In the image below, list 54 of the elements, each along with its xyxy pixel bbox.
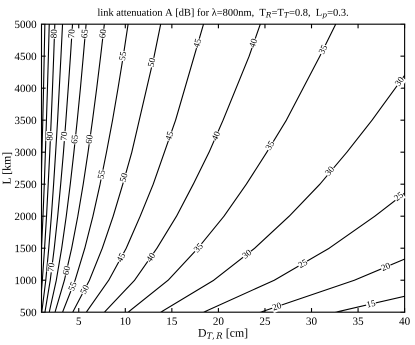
x-tick-label: 5 (76, 318, 82, 325)
annotation: 25 (298, 258, 308, 268)
annotation: 65 (71, 134, 78, 144)
annotation: 25 (393, 191, 404, 202)
annotation: 50 (148, 58, 156, 67)
annotation: 55 (119, 51, 126, 60)
x-tick-label: 20 (213, 317, 224, 325)
annotation: 60 (99, 29, 106, 38)
annotation: 30 (324, 166, 335, 176)
y-tick-label: 1500 (15, 244, 36, 252)
y-tick-label: 2000 (14, 212, 36, 220)
x-axis-title: D$_{T,R}$ [cm] (198, 328, 248, 340)
y-tick-label: 3000 (14, 148, 36, 156)
annotation: 40 (211, 130, 220, 142)
y-tick-label: 4500 (14, 52, 36, 60)
x-tick-label: 10 (120, 317, 130, 325)
annotation: 55 (98, 170, 106, 179)
annotation: 20 (380, 262, 391, 272)
annotation: 65 (81, 29, 88, 38)
annotation: 30 (242, 249, 252, 259)
annotation: 40 (146, 252, 156, 263)
annotation: 50 (120, 172, 128, 182)
annotation: 40 (248, 38, 258, 48)
y-tick-label: 5000 (15, 20, 36, 28)
annotation: 80 (50, 29, 57, 38)
y-tick-label: 1000 (15, 276, 36, 284)
annotation: 70 (68, 29, 75, 38)
annotation: 70 (47, 262, 54, 272)
annotation: 35 (318, 44, 328, 54)
annotation: 50 (80, 284, 90, 294)
annotation: 70 (60, 132, 68, 140)
annotation: 80 (46, 132, 53, 140)
chart-title: link attenuation A [dB] for λ=800nm, T$_{R}$=T$_{T}$=0.8, L$_{p}$=0.3. (98, 8, 348, 19)
annotation: 45 (165, 131, 174, 142)
annotation: 45 (193, 38, 202, 48)
annotation: 35 (193, 242, 204, 253)
y-tick-label: 500 (20, 308, 36, 316)
annotation: 45 (116, 252, 126, 263)
y-tick-label: 2500 (14, 180, 36, 188)
y-axis-title: L [km] (2, 152, 12, 184)
y-tick-label: 4000 (14, 84, 36, 92)
annotation: 15 (366, 300, 376, 308)
x-tick-label: 35 (353, 317, 364, 325)
x-tick-label: 40 (399, 317, 410, 325)
annotation: 20 (272, 302, 282, 311)
annotation: 55 (68, 281, 77, 292)
x-tick-label: 25 (260, 317, 270, 325)
y-tick-label: 3500 (14, 116, 36, 124)
annotation: 30 (394, 76, 404, 86)
x-tick-label: 30 (306, 317, 317, 325)
x-tick-label: 15 (167, 317, 177, 325)
annotation: 60 (86, 134, 93, 144)
annotation: 60 (62, 266, 70, 276)
annotation: 35 (265, 140, 275, 150)
